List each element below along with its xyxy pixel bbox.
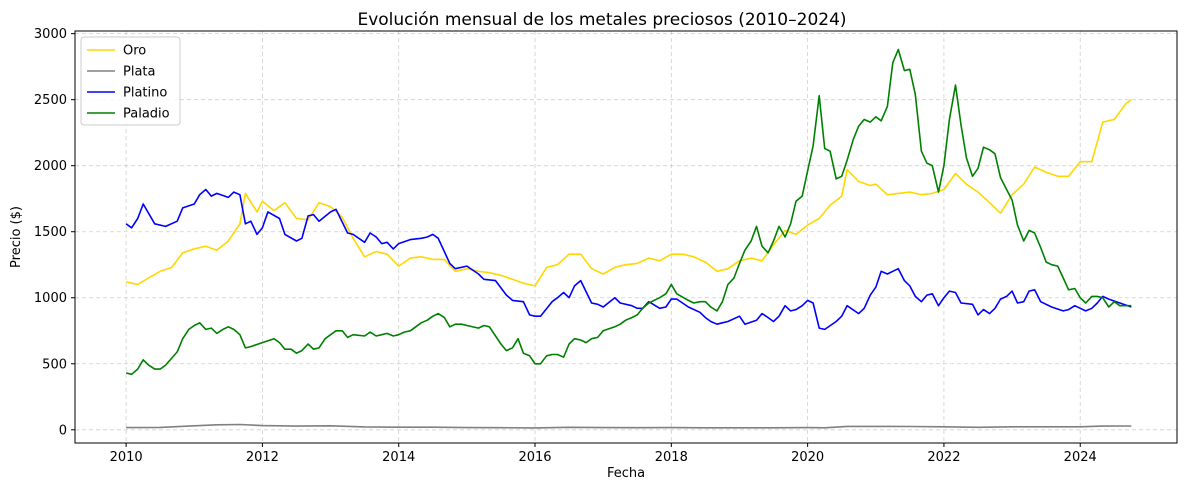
y-tick-label: 0: [59, 423, 67, 438]
x-tick-label: 2014: [382, 450, 415, 465]
y-tick-label: 2500: [34, 93, 67, 108]
x-tick-label: 2018: [655, 450, 688, 465]
series-layer: [125, 48, 1132, 429]
plot-area-frame: [74, 30, 1178, 444]
y-tick-label: 1000: [34, 291, 67, 306]
x-tick-label: 2016: [518, 450, 551, 465]
legend-label-plata: Plata: [123, 65, 155, 80]
y-tick-label: 2000: [34, 159, 67, 174]
y-tick-label: 500: [42, 357, 67, 372]
legend-label-paladio: Paladio: [123, 107, 170, 122]
legend-box: [80, 36, 181, 126]
axis-layer: 2010 2012 2014 2016 2018 2020 2022 2024 0 500 1000…: [34, 27, 1097, 465]
x-tick-label: 2022: [927, 450, 960, 465]
series-line-paladio: [125, 48, 1132, 376]
y-tick-label: 3000: [34, 27, 67, 42]
y-tick-label: 1500: [34, 225, 67, 240]
grid-layer: [75, 31, 1177, 443]
series-line-plata: [126, 423, 1132, 429]
legend-label-oro: Oro: [123, 44, 146, 59]
legend-label-platino: Platino: [123, 86, 167, 101]
x-axis-label: Fecha: [607, 466, 645, 481]
series-line-platino: [125, 188, 1132, 331]
legend: Oro Plata Platino Paladio: [80, 36, 181, 126]
x-tick-label: 2010: [110, 450, 143, 465]
x-tick-label: 2024: [1064, 450, 1097, 465]
x-tick-label: 2012: [246, 450, 279, 465]
x-tick-label: 2020: [791, 450, 824, 465]
series-line-oro: [125, 99, 1132, 287]
y-axis-label: Precio ($): [9, 206, 24, 268]
chart-title: Evolución mensual de los metales precios…: [357, 10, 846, 30]
